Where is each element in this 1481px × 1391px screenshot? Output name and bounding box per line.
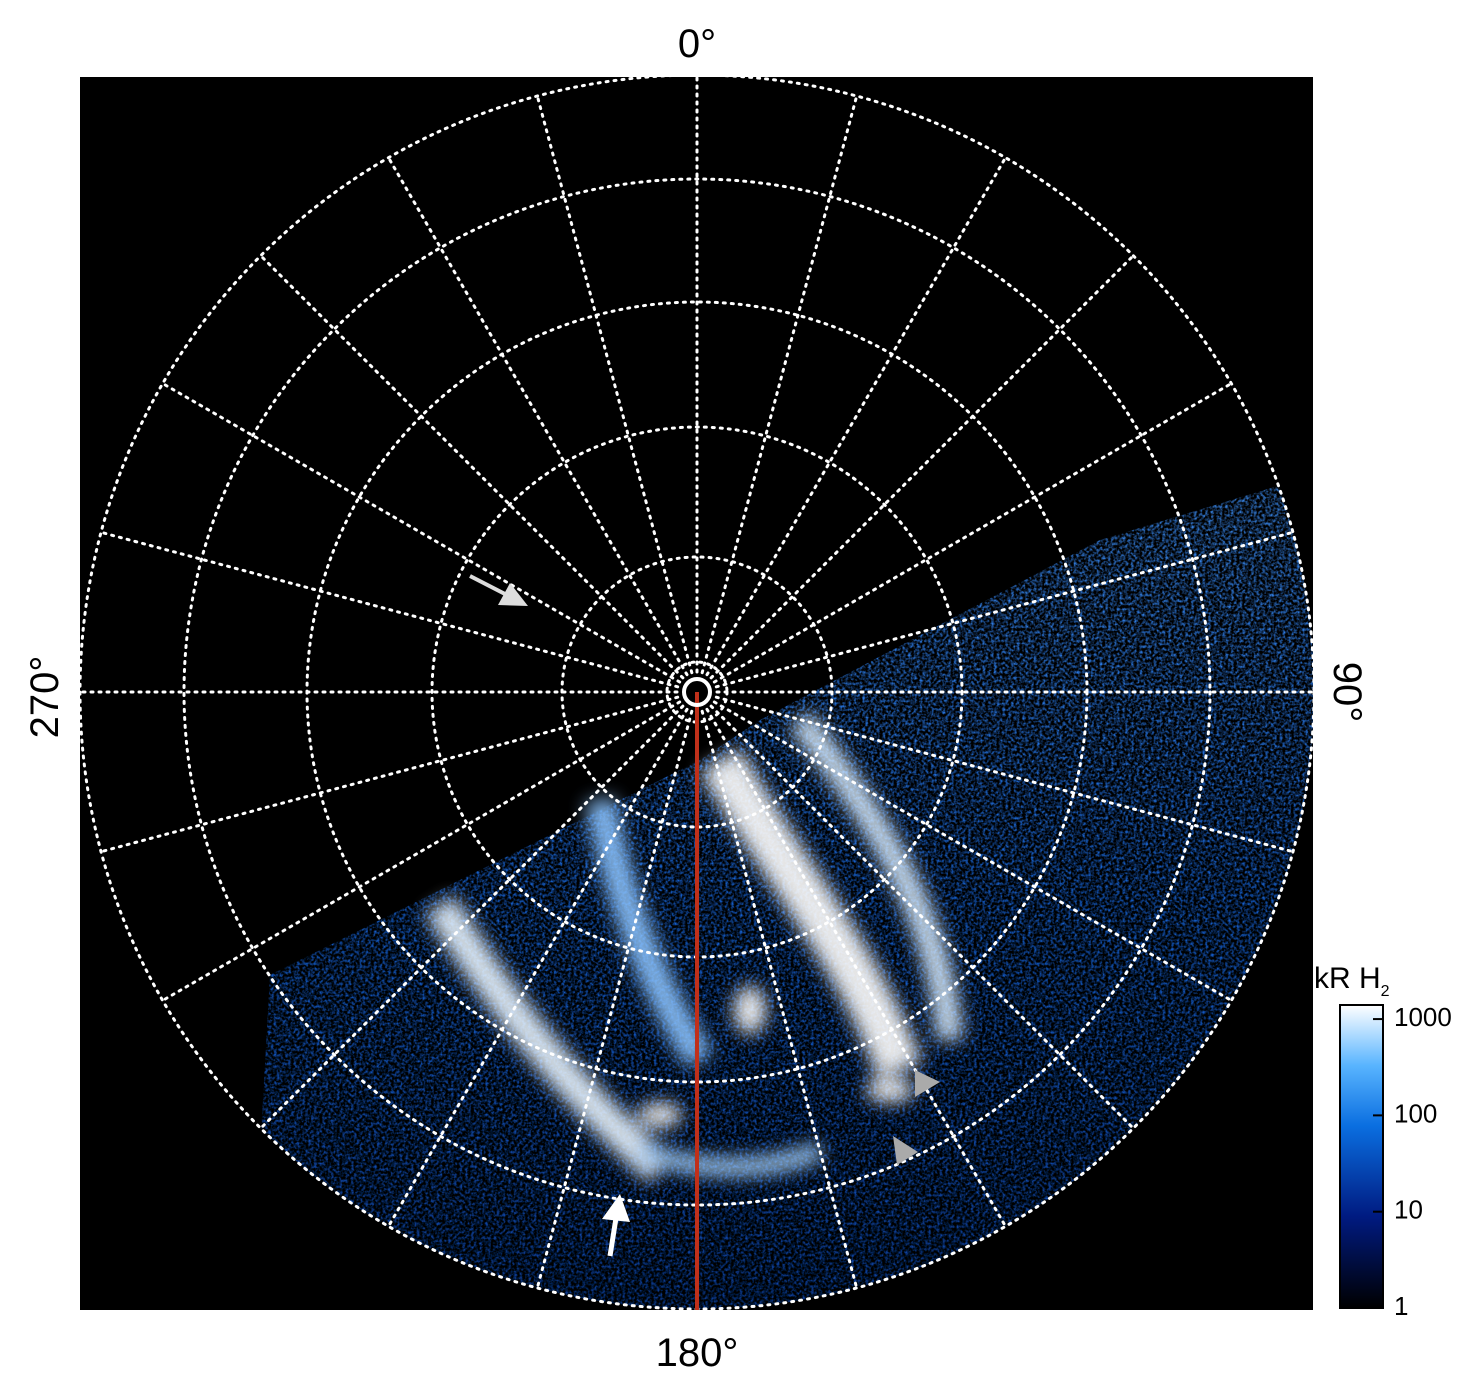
colorbar-ticks: 1 10 100 1000: [1373, 1002, 1452, 1321]
colorbar-tick-label: 1000: [1394, 1002, 1452, 1032]
colorbar-tick-label: 100: [1394, 1098, 1437, 1128]
grid-spoke: [712, 382, 1233, 684]
colorbar-subscript: 2: [1381, 983, 1390, 1000]
azimuth-label: 0°: [678, 22, 716, 66]
arrows: [469, 574, 940, 1257]
grid-spoke: [705, 156, 1007, 677]
colorbar: [1339, 1004, 1384, 1309]
grid-spoke: [161, 700, 682, 1002]
grid-spoke: [387, 707, 689, 1228]
grid-spoke: [535, 709, 694, 1290]
aurora-arcs: [425, 711, 963, 1183]
colorbar-tick-label: 10: [1394, 1195, 1423, 1225]
grid-spoke: [712, 700, 1233, 1002]
grid-spoke: [700, 94, 859, 675]
grid-spoke: [709, 704, 1135, 1130]
azimuth-label: 90°: [1325, 662, 1369, 723]
grid-spoke: [535, 94, 694, 675]
azimuth-label: 270°: [23, 656, 67, 739]
aurora-image: [80, 77, 1313, 1310]
grid-spoke: [387, 156, 689, 677]
grid-spoke: [259, 704, 685, 1130]
grid-spoke: [99, 530, 680, 689]
grid-spoke: [259, 254, 685, 680]
grid-spoke: [161, 382, 682, 684]
grid-spoke: [709, 254, 1135, 680]
colorbar-title: kR H2: [1314, 962, 1390, 1000]
colorbar-tick-label: 1: [1394, 1291, 1408, 1321]
grid-spoke: [700, 709, 859, 1290]
azimuth-label: 180°: [656, 1331, 739, 1375]
colorbar-label: kR H: [1314, 962, 1381, 995]
grid-spoke: [714, 530, 1295, 689]
grid-circle: [182, 177, 1212, 1207]
grid-spoke: [705, 707, 1007, 1228]
grid-spoke: [714, 695, 1295, 854]
pole-marker: [682, 677, 712, 707]
grid-spoke: [99, 695, 680, 854]
